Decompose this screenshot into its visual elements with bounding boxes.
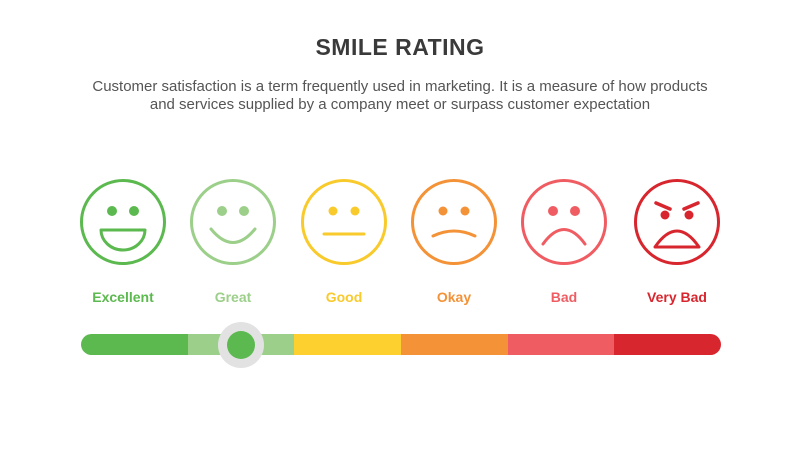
rating-label-excellent: Excellent xyxy=(92,289,154,305)
slightly-sad-face-icon xyxy=(411,179,497,265)
rating-option-very-bad[interactable] xyxy=(632,177,722,267)
rating-label-great: Great xyxy=(214,289,252,305)
rating-slider-track[interactable] xyxy=(81,334,721,355)
laughing-face-icon xyxy=(80,179,166,265)
sad-face-icon xyxy=(521,179,607,265)
smiling-face-icon xyxy=(190,179,276,265)
rating-label-okay: Okay xyxy=(436,289,472,305)
slider-handle-center xyxy=(227,331,255,359)
rating-option-excellent[interactable] xyxy=(78,177,168,267)
track-segment-very-bad xyxy=(614,334,721,355)
rating-label-good: Good xyxy=(325,289,363,305)
rating-option-bad[interactable] xyxy=(519,177,609,267)
rating-option-great[interactable] xyxy=(188,177,278,267)
page-description: Customer satisfaction is a term frequent… xyxy=(40,78,760,114)
track-segment-bad xyxy=(507,334,615,355)
track-segment-okay xyxy=(401,334,508,355)
neutral-face-icon xyxy=(301,179,387,265)
angry-face-icon xyxy=(634,179,720,265)
page-title: SMILE RATING xyxy=(315,34,485,60)
track-segment-good xyxy=(294,334,402,355)
rating-slider-handle[interactable] xyxy=(218,322,264,368)
rating-option-good[interactable] xyxy=(299,177,389,267)
rating-label-bad: Bad xyxy=(550,289,578,305)
description-line-1: Customer satisfaction is a term frequent… xyxy=(92,78,708,95)
rating-option-okay[interactable] xyxy=(409,177,499,267)
rating-label-very-bad: Very Bad xyxy=(647,289,707,305)
description-line-2: and services supplied by a company meet … xyxy=(149,96,651,113)
track-segment-excellent xyxy=(81,334,188,355)
